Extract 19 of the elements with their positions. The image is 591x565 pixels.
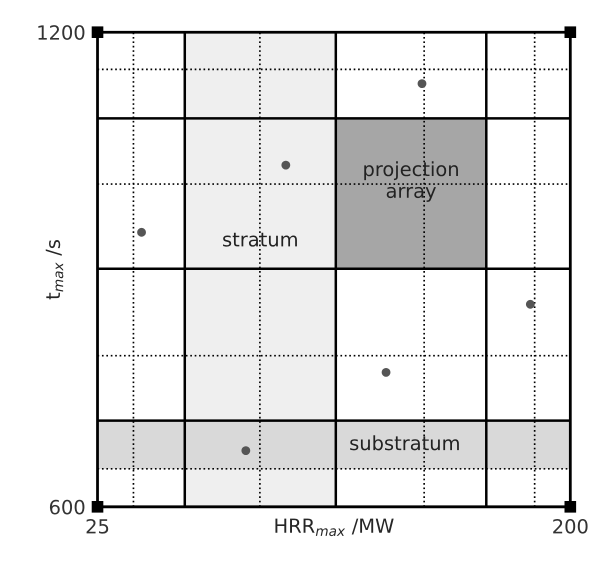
y-axis-title: t$_{max}$ /s [46, 240, 64, 300]
band-label: stratum [223, 232, 297, 247]
x-axis-title: HRR$_{max}$ /MW [275, 518, 394, 536]
point [564, 26, 576, 38]
point [526, 300, 535, 309]
point [137, 228, 146, 237]
point [92, 500, 104, 513]
point [241, 446, 250, 456]
x-tick-label: 25 [86, 518, 108, 534]
point [92, 26, 104, 38]
y-tick-label: 1200 [38, 25, 84, 40]
point [382, 368, 390, 377]
band-label: substratum [350, 435, 459, 450]
point [281, 160, 290, 170]
point [564, 500, 576, 513]
y-tick-label: 600 [50, 500, 84, 514]
x-tick-label: 200 [553, 518, 588, 534]
annotation: projection array [364, 161, 458, 202]
point [418, 79, 426, 88]
